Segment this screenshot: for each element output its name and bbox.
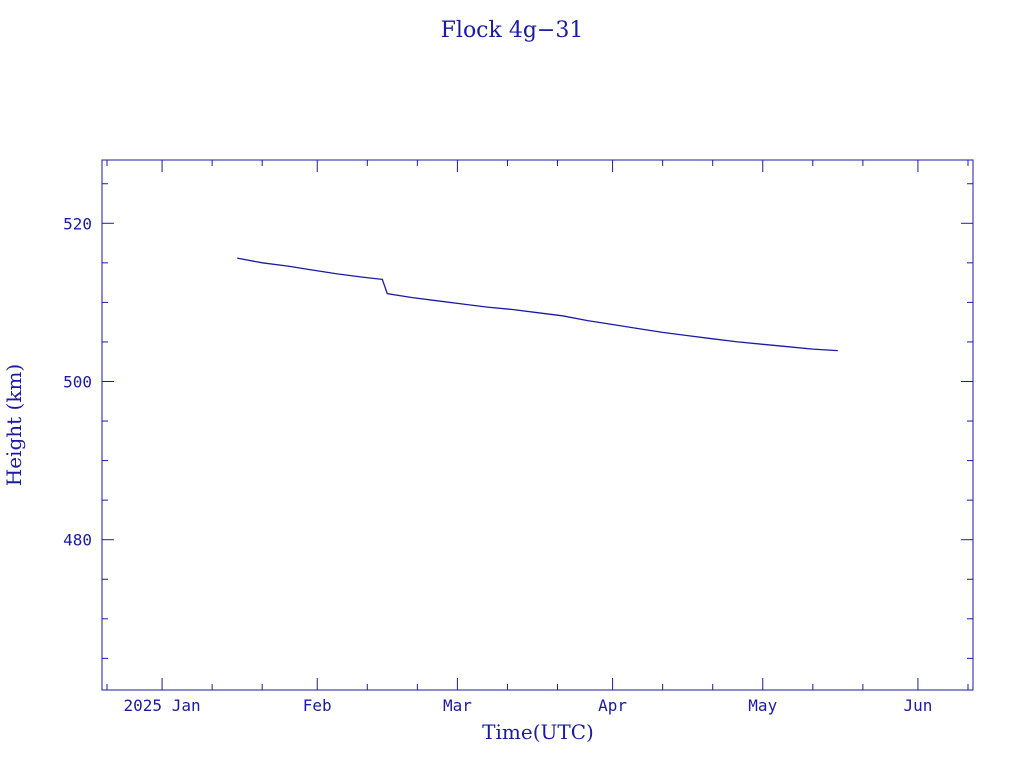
- plot-frame: [101, 159, 974, 691]
- y-axis-ticks: [102, 183, 973, 659]
- x-tick-label: Mar: [443, 696, 472, 715]
- height-series-line: [237, 257, 838, 352]
- x-tick-label: Feb: [303, 696, 332, 715]
- y-axis-tick-labels: 480 500 520: [63, 214, 92, 549]
- x-axis-tick-labels: 2025 Jan Feb Mar Apr May Jun: [124, 696, 933, 715]
- x-tick-label: 2025 Jan: [124, 696, 201, 715]
- y-tick-label: 520: [63, 214, 92, 233]
- y-tick-label: 480: [63, 531, 92, 550]
- y-axis-label: Height (km): [2, 364, 26, 486]
- x-tick-label: Apr: [598, 696, 627, 715]
- x-tick-label: May: [748, 696, 777, 715]
- y-tick-label: 500: [63, 372, 92, 391]
- chart-title: Flock 4g−31: [441, 18, 584, 43]
- x-axis-label: Time(UTC): [482, 720, 594, 744]
- x-tick-label: Jun: [903, 696, 932, 715]
- x-axis-ticks: [106, 160, 969, 690]
